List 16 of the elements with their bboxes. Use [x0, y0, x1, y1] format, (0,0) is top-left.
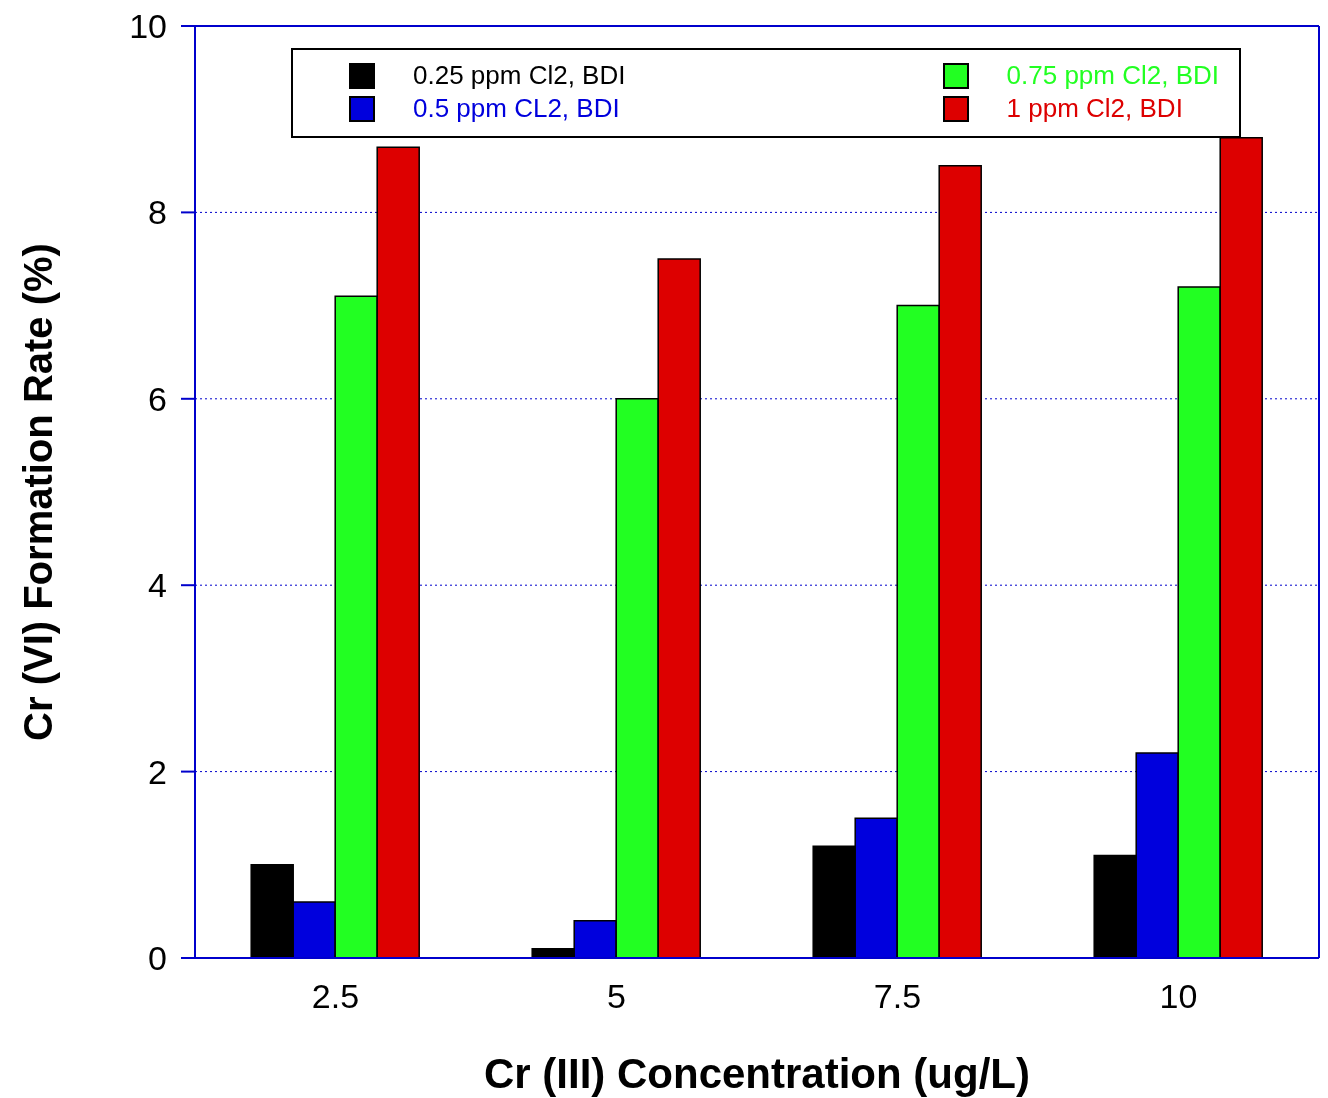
y-tick-label: 8	[148, 193, 167, 232]
x-tick-label: 7.5	[873, 977, 922, 1016]
x-tick-label: 5	[607, 977, 626, 1016]
y-axis-title: Cr (VI) Formation Rate (%)	[16, 243, 61, 741]
y-tick-label: 2	[148, 752, 167, 791]
legend-label: 0.25 ppm Cl2, BDI	[413, 60, 626, 91]
x-axis-title: Cr (III) Concentration (ug/L)	[484, 1050, 1030, 1097]
legend-label: 1 ppm Cl2, BDI	[1006, 93, 1183, 124]
x-tick-label: 10	[1159, 977, 1198, 1016]
x-tick-label: 2.5	[311, 977, 360, 1016]
y-tick-label: 6	[148, 379, 167, 418]
y-tick-label: 4	[148, 566, 167, 605]
legend-label: 0.75 ppm Cl2, BDI	[1006, 60, 1219, 91]
legend-label: 0.5 ppm CL2, BDI	[413, 93, 620, 124]
y-tick-label: 10	[129, 7, 167, 46]
y-tick-label: 0	[148, 939, 167, 978]
